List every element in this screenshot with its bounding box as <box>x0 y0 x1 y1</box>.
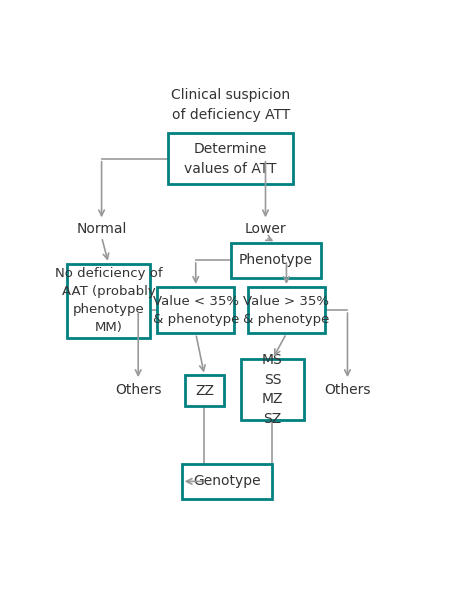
Text: Normal: Normal <box>76 221 127 236</box>
Text: Genotype: Genotype <box>194 474 261 488</box>
Text: MS
SS
MZ
SZ: MS SS MZ SZ <box>262 353 283 426</box>
Text: Others: Others <box>115 384 162 397</box>
Text: Value > 35%
& phenotype: Value > 35% & phenotype <box>243 295 329 325</box>
Text: Value < 35%
& phenotype: Value < 35% & phenotype <box>153 295 239 325</box>
Text: Phenotype: Phenotype <box>239 253 313 267</box>
Text: ZZ: ZZ <box>195 384 214 397</box>
FancyBboxPatch shape <box>67 264 150 338</box>
Text: Lower: Lower <box>245 221 286 236</box>
FancyBboxPatch shape <box>185 375 224 406</box>
FancyBboxPatch shape <box>230 243 321 278</box>
FancyBboxPatch shape <box>182 464 273 499</box>
FancyBboxPatch shape <box>158 287 234 333</box>
Text: Determine
values of ATT: Determine values of ATT <box>184 142 277 175</box>
FancyBboxPatch shape <box>168 133 293 185</box>
FancyBboxPatch shape <box>248 287 325 333</box>
Text: Clinical suspicion
of deficiency ATT: Clinical suspicion of deficiency ATT <box>171 88 290 122</box>
Text: No deficiency of
AAT (probably
phenotype
MM): No deficiency of AAT (probably phenotype… <box>55 267 162 335</box>
Text: Others: Others <box>324 384 371 397</box>
FancyBboxPatch shape <box>241 359 304 420</box>
